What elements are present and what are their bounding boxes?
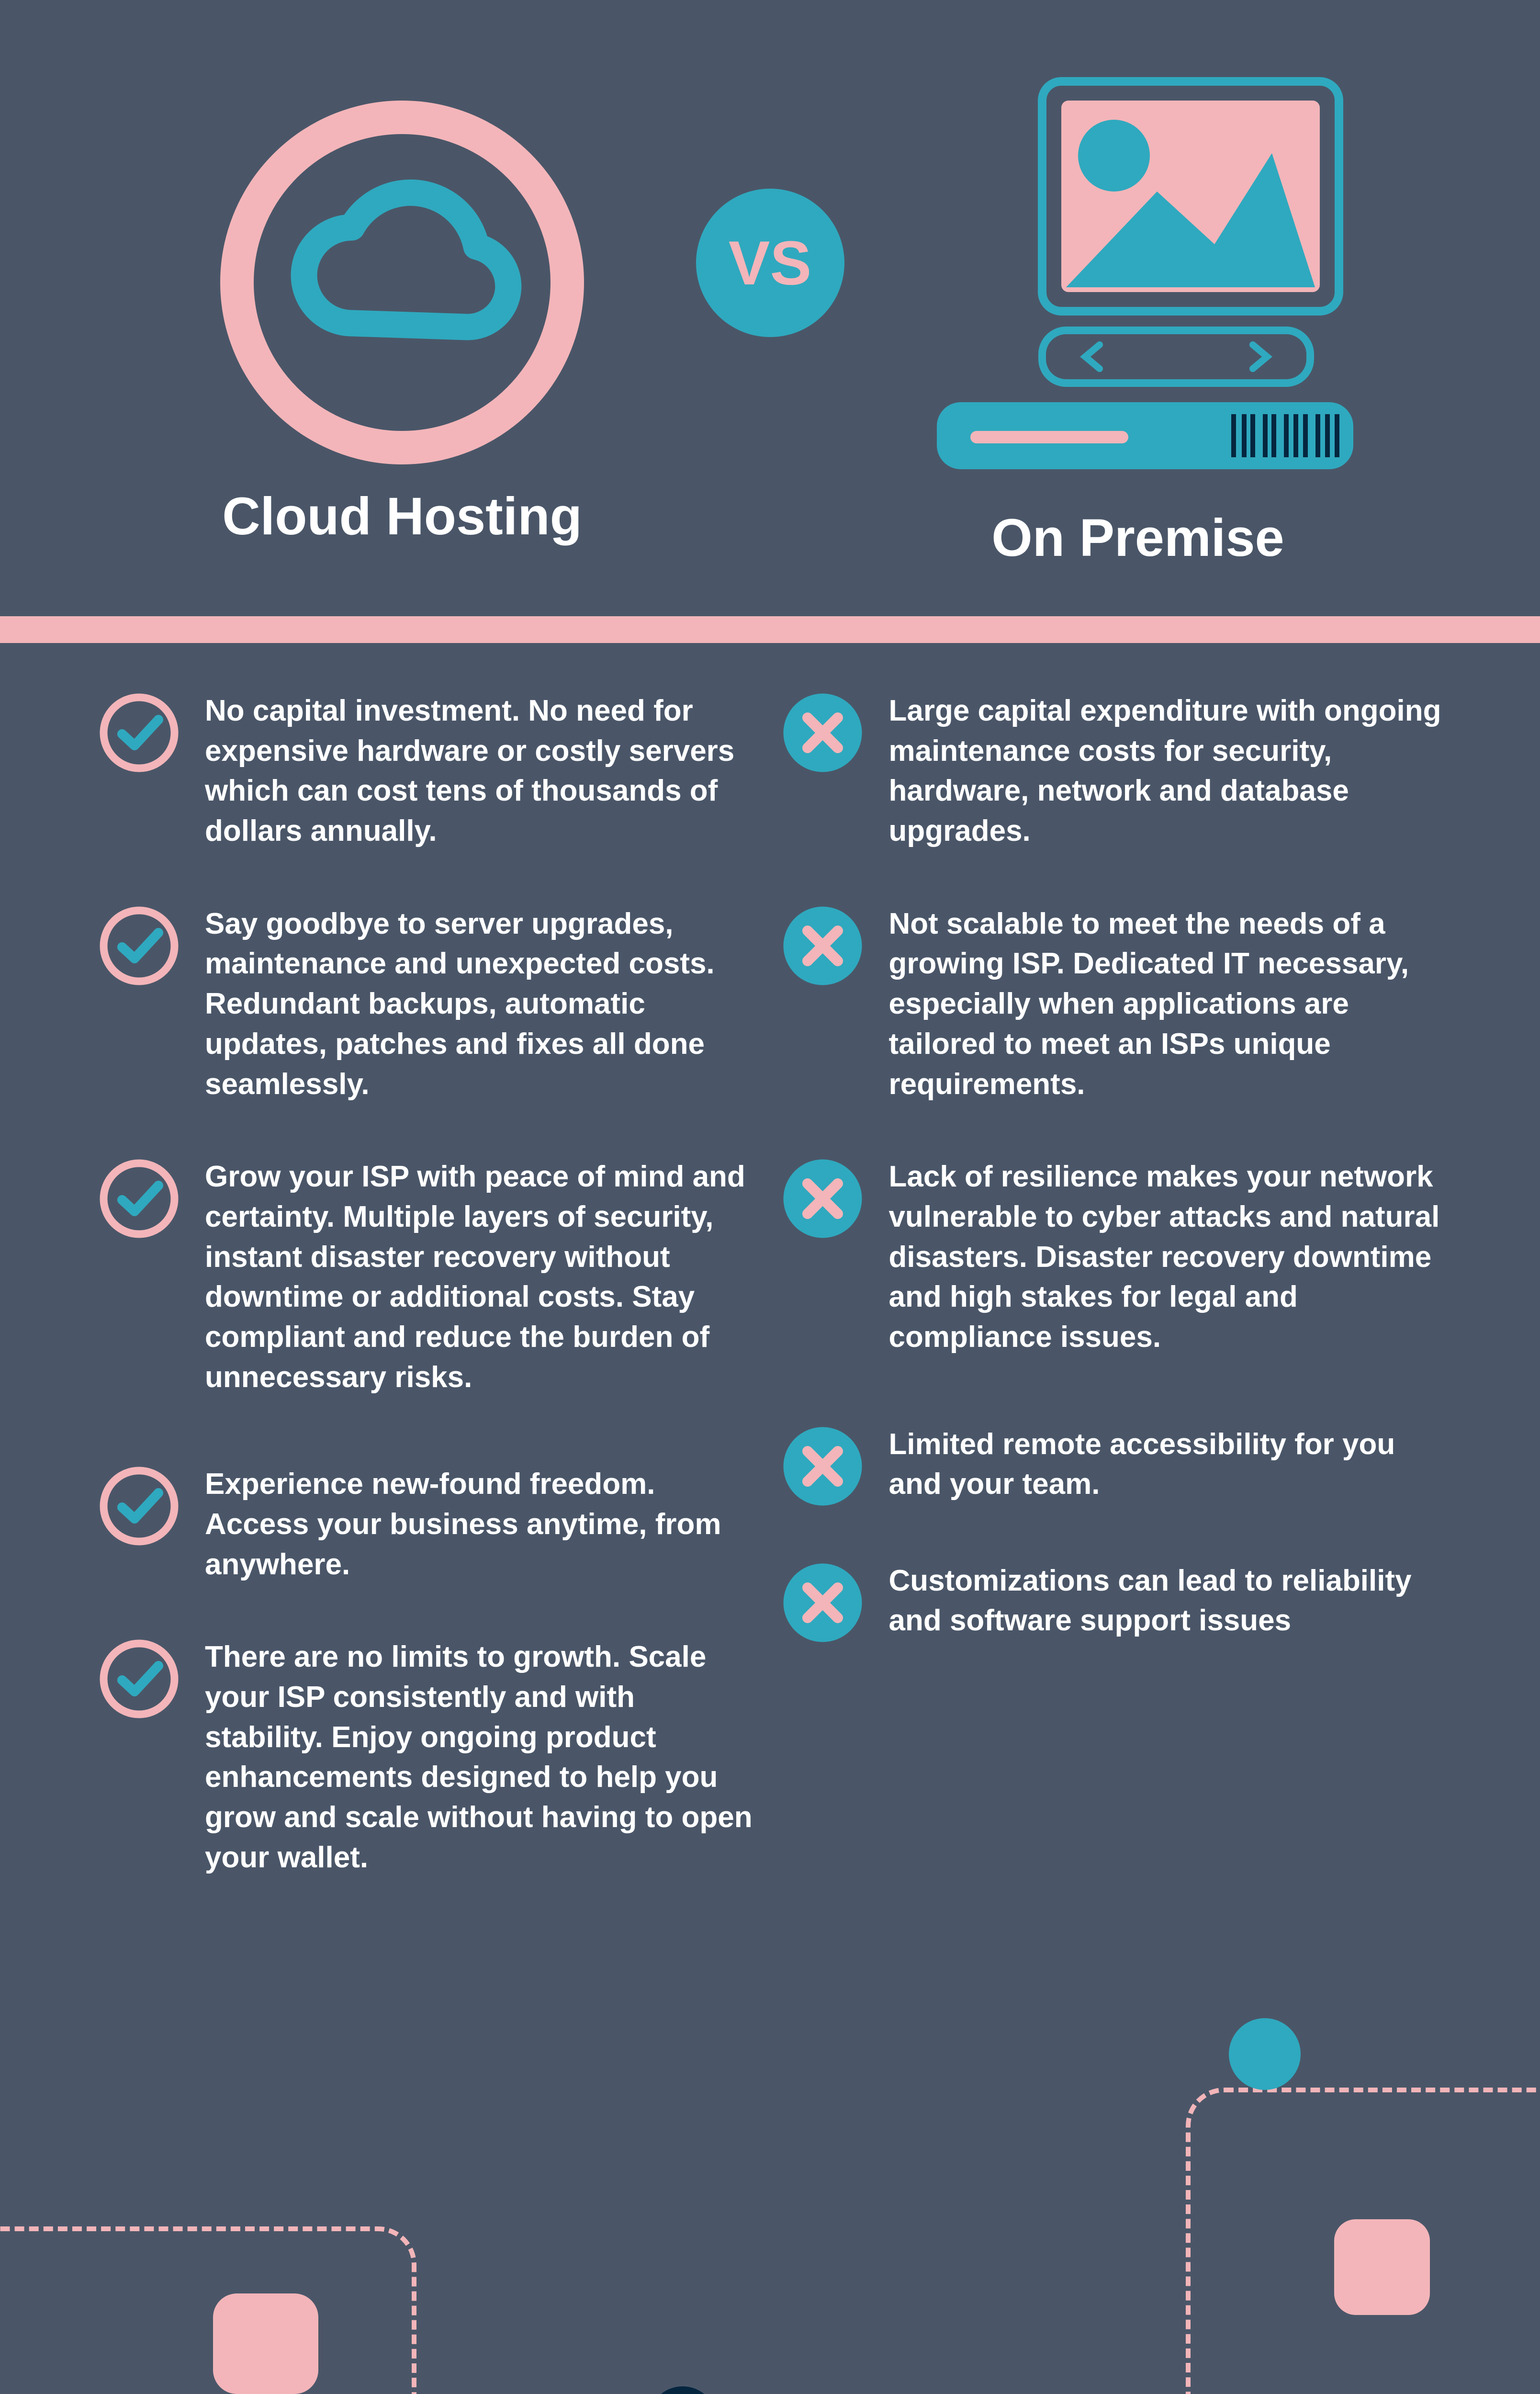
decorative-square bbox=[213, 2293, 318, 2394]
list-item: Grow your ISP with peace of mind and cer… bbox=[96, 1157, 761, 1397]
item-text: Grow your ISP with peace of mind and cer… bbox=[205, 1157, 761, 1397]
item-text: There are no limits to growth. Scale you… bbox=[205, 1637, 761, 1877]
item-text: Customizations can lead to reliability a… bbox=[889, 1561, 1445, 1641]
check-icon bbox=[96, 1637, 182, 1721]
check-icon bbox=[96, 691, 182, 775]
check-icon bbox=[96, 904, 182, 988]
check-icon bbox=[96, 1464, 182, 1548]
cross-icon bbox=[780, 1157, 866, 1241]
item-text: Not scalable to meet the needs of a grow… bbox=[889, 904, 1445, 1104]
list-item: Lack of resilience makes your network vu… bbox=[780, 1157, 1445, 1357]
cross-icon bbox=[780, 1424, 866, 1508]
cross-icon bbox=[780, 904, 866, 988]
list-item: Say goodbye to server upgrades, maintena… bbox=[96, 904, 761, 1104]
comparison-columns: No capital investment. No need for expen… bbox=[0, 691, 1540, 2122]
list-item: Large capital expenditure with ongoing m… bbox=[780, 691, 1445, 851]
item-text: Say goodbye to server upgrades, maintena… bbox=[205, 904, 761, 1104]
header: Cloud Hosting VS bbox=[0, 0, 1540, 597]
header-right: On Premise bbox=[851, 77, 1425, 568]
vs-label: VS bbox=[729, 227, 811, 299]
brand-name: sonar bbox=[733, 2385, 893, 2394]
footer: sonar sonar.software bbox=[0, 2385, 1540, 2394]
cross-icon bbox=[780, 1561, 866, 1645]
left-column: No capital investment. No need for expen… bbox=[96, 691, 761, 1931]
vs-badge: VS bbox=[696, 189, 844, 337]
item-text: Experience new-found freedom. Access you… bbox=[205, 1464, 761, 1584]
brand-row: sonar bbox=[647, 2385, 893, 2394]
list-item: Limited remote accessibility for you and… bbox=[780, 1424, 1445, 1508]
list-item: Experience new-found freedom. Access you… bbox=[96, 1464, 761, 1584]
list-item: No capital investment. No need for expen… bbox=[96, 691, 761, 851]
item-text: No capital investment. No need for expen… bbox=[205, 691, 761, 851]
list-item: Not scalable to meet the needs of a grow… bbox=[780, 904, 1445, 1104]
decorative-dot bbox=[1229, 2018, 1301, 2090]
cross-icon bbox=[780, 691, 866, 775]
list-item: Customizations can lead to reliability a… bbox=[780, 1561, 1445, 1645]
onpremise-graphic bbox=[918, 77, 1358, 488]
cloud-badge bbox=[218, 98, 586, 467]
header-left: Cloud Hosting bbox=[115, 98, 689, 547]
check-icon bbox=[96, 1157, 182, 1241]
decorative-square bbox=[1334, 2219, 1430, 2315]
right-column: Large capital expenditure with ongoing m… bbox=[780, 691, 1445, 1931]
cloud-hosting-title: Cloud Hosting bbox=[222, 486, 582, 547]
cloud-circle-icon bbox=[218, 98, 586, 467]
list-item: There are no limits to growth. Scale you… bbox=[96, 1637, 761, 1877]
decorative-dash-box bbox=[0, 2226, 416, 2394]
item-text: Large capital expenditure with ongoing m… bbox=[889, 691, 1445, 851]
sonar-logo-icon bbox=[647, 2385, 719, 2394]
item-text: Lack of resilience makes your network vu… bbox=[889, 1157, 1445, 1357]
onpremise-title: On Premise bbox=[991, 508, 1284, 568]
item-text: Limited remote accessibility for you and… bbox=[889, 1424, 1445, 1504]
divider bbox=[0, 616, 1540, 643]
